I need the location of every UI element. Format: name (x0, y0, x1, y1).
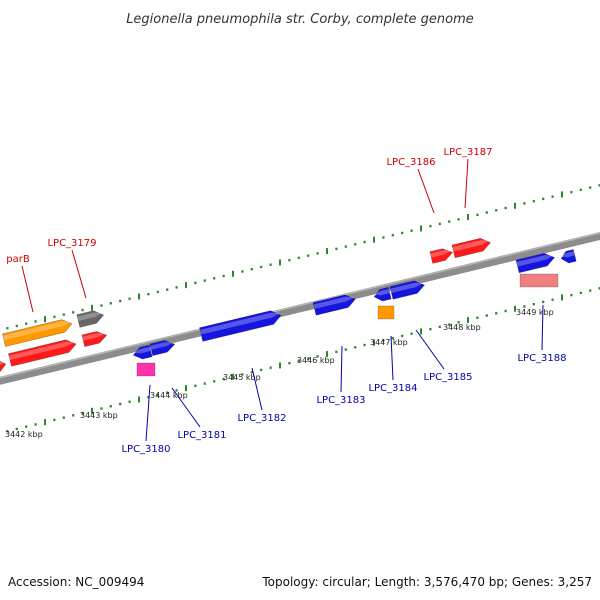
chromosome-backbone (0, 232, 600, 385)
leader-line (251, 367, 263, 411)
gene-lpc3186-arrow (429, 248, 454, 264)
gene-label-top: LPC_3186 (386, 157, 435, 168)
gene-arrow-shine (8, 341, 76, 360)
gene-arrow-shine (0, 361, 6, 366)
scale-label: 3443 kbp (80, 411, 118, 420)
gene-parb-arrow-shine (2, 321, 72, 341)
gene-lpc3185-arrow-shine (390, 282, 424, 293)
leader-line (417, 168, 435, 214)
gene-label-bottom: LPC_3180 (121, 444, 170, 455)
gene-lpc3184-arrow (373, 286, 392, 302)
gene-lpc3182-arrow (199, 310, 282, 342)
gene-lpc3180-arrow (132, 344, 153, 360)
gene-arrow (76, 310, 105, 328)
scale-labels: 3442 kbp 3443 kbp 3444 kbp 3445 kbp 3446 kbp… (5, 308, 554, 439)
gene-label-bottom: LPC_3185 (423, 372, 472, 383)
gene-lpc3179-arrow (81, 331, 108, 347)
gene-lpc3179-arrow-shine (82, 333, 107, 341)
gene-lpc3185-arrow (389, 280, 425, 300)
genes (0, 237, 577, 377)
gene-lpc3187-arrow-shine (452, 240, 490, 252)
scale-label: 3448 kbp (443, 323, 481, 332)
gene-arrow-shine (77, 312, 104, 321)
gene-arrow-shine (516, 255, 554, 267)
gene-label-bottom: LPC_3183 (316, 395, 365, 406)
accession-label: Accession: NC_009494 (8, 575, 144, 589)
gene-label-bottom: LPC_3188 (517, 353, 566, 364)
scale-label: 3446 kbp (297, 356, 335, 365)
gene-lpc3186-arrow-shine (430, 250, 453, 258)
gene-lpc3182-arrow-shine (200, 312, 281, 335)
genome-stats: Topology: circular; Length: 3,576,470 bp… (261, 575, 592, 589)
chromosome-highlight (0, 232, 600, 379)
gene-label-top: LPC_3179 (47, 238, 96, 249)
gene-arrow (8, 339, 77, 367)
leader-line (171, 387, 201, 428)
map-title: Legionella pneumophila str. Corby, compl… (126, 12, 474, 27)
gene-box (519, 273, 559, 288)
gene-label-top: parB (6, 254, 30, 265)
leader-line (340, 345, 343, 393)
gene-labels: parB LPC_3179 LPC_3186 LPC_3187 LPC_3180 LPC_… (6, 147, 566, 455)
scale-label: 3442 kbp (5, 430, 43, 439)
gene-lpc3184-arrow-shine (373, 289, 390, 296)
leader-line (415, 329, 445, 370)
scale-label: 3445 kbp (223, 373, 261, 382)
leader-line (21, 265, 34, 313)
leader-line (71, 249, 87, 299)
scale-label: 3447 kbp (370, 338, 408, 347)
gene-lpc3181-arrow (149, 340, 176, 356)
leader-line (464, 158, 469, 209)
gene-label-bottom: LPC_3184 (368, 383, 417, 394)
gene-lpc3183-arrow-shine (313, 296, 355, 309)
gene-arrow (515, 252, 555, 274)
gene-lpc3183-arrow (312, 294, 356, 316)
gene-arrow (560, 249, 577, 264)
gene-lpc3187-arrow (451, 237, 491, 259)
gene-lpc3181-arrow-shine (150, 342, 175, 350)
gene-parb-arrow (2, 319, 73, 347)
leader-line (541, 304, 544, 351)
gene-label-bottom: LPC_3182 (237, 413, 286, 424)
scale-ticks (6, 184, 600, 433)
gene-arrow (0, 360, 7, 372)
gene-box (136, 362, 156, 377)
scale-label: 3449 kbp (516, 308, 554, 317)
gene-box (377, 305, 395, 320)
gene-lpc3180-arrow-shine (132, 346, 151, 354)
gene-arrow-shine (560, 251, 575, 258)
gene-label-bottom: LPC_3181 (177, 430, 226, 441)
leader-line (390, 335, 394, 381)
leader-line (145, 384, 151, 442)
gene-label-top: LPC_3187 (443, 147, 492, 158)
scale-label: 3444 kbp (150, 391, 188, 400)
